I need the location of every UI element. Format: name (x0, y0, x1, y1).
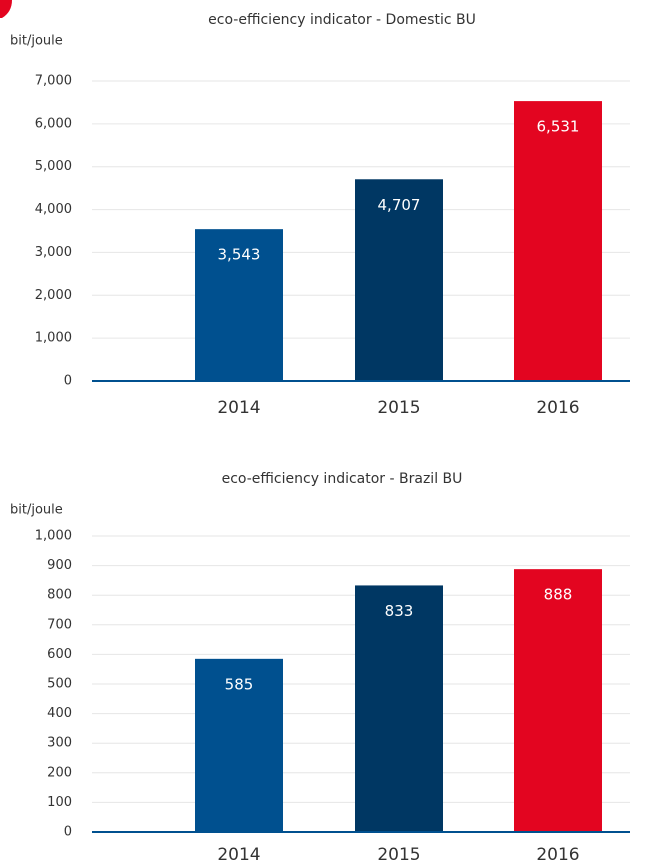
data-label: 4,707 (378, 196, 421, 214)
chart-title: eco-efficiency indicator - Brazil BU (222, 471, 463, 487)
chart-title: eco-efficiency indicator - Domestic BU (208, 12, 476, 28)
y-tick-label: 1,000 (35, 331, 72, 346)
data-label: 6,531 (537, 118, 580, 136)
data-label: 888 (544, 586, 573, 604)
y-tick-label: 6,000 (35, 116, 72, 131)
x-tick-label: 2016 (536, 398, 579, 418)
corner-mark (0, 0, 12, 18)
bar (355, 585, 443, 832)
y-tick-label: 500 (47, 677, 72, 692)
y-tick-label: 700 (47, 617, 72, 632)
y-tick-label: 400 (47, 706, 72, 721)
x-tick-label: 2015 (377, 845, 420, 865)
y-tick-label: 100 (47, 795, 72, 810)
y-tick-label: 0 (64, 374, 72, 389)
y-tick-label: 1,000 (35, 529, 72, 544)
y-tick-label: 2,000 (35, 288, 72, 303)
x-tick-label: 2014 (217, 845, 260, 865)
data-label: 833 (385, 602, 414, 620)
x-tick-label: 2016 (536, 845, 579, 865)
bar (355, 179, 443, 381)
x-tick-label: 2015 (377, 398, 420, 418)
y-tick-label: 200 (47, 765, 72, 780)
data-label: 3,543 (218, 246, 261, 264)
x-tick-label: 2014 (217, 398, 260, 418)
data-label: 585 (225, 675, 254, 693)
y-tick-label: 7,000 (35, 74, 72, 89)
bar (514, 569, 602, 832)
y-tick-label: 600 (47, 647, 72, 662)
bar (195, 229, 283, 381)
y-tick-label: 5,000 (35, 159, 72, 174)
y-axis-label: bit/joule (10, 503, 63, 518)
y-tick-label: 300 (47, 736, 72, 751)
y-tick-label: 900 (47, 558, 72, 573)
y-tick-label: 3,000 (35, 245, 72, 260)
y-tick-label: 4,000 (35, 202, 72, 217)
bar (195, 658, 283, 832)
y-tick-label: 0 (64, 825, 72, 840)
bar (514, 101, 602, 381)
y-axis-label: bit/joule (10, 34, 63, 49)
y-tick-label: 800 (47, 588, 72, 603)
